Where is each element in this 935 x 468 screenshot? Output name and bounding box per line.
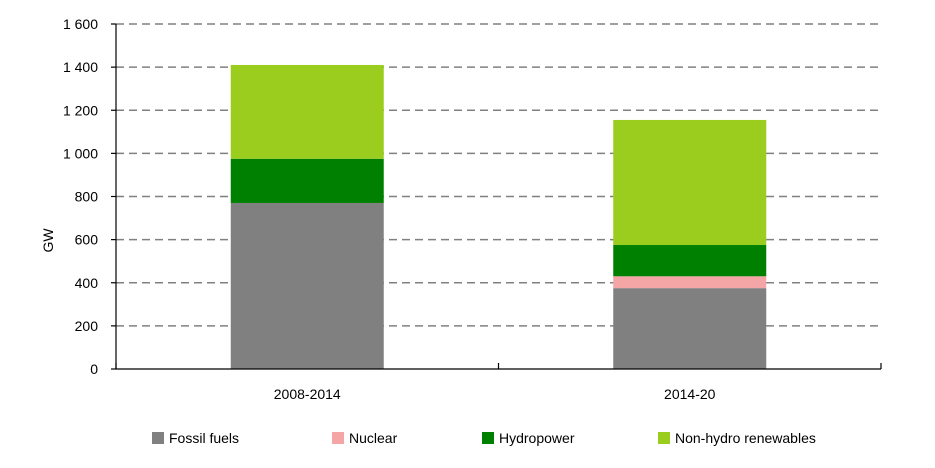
y-tick-label: 1 000 — [63, 145, 98, 161]
y-tick-label: 1 200 — [63, 102, 98, 118]
legend-label: Non-hydro renewables — [675, 430, 816, 446]
legend-swatch — [332, 432, 344, 444]
x-tick-label: 2014-20 — [664, 386, 716, 402]
bar-segment — [230, 158, 384, 203]
legend-swatch — [152, 432, 164, 444]
y-tick-label: 200 — [75, 318, 99, 334]
legend: Fossil fuels Nuclear Hydropower Non-hydro r… — [152, 430, 816, 446]
bar-segment — [613, 119, 767, 246]
legend-label: Nuclear — [349, 430, 398, 446]
bar-segment — [230, 202, 384, 369]
labels: 2008-2014 2014-20 0 200 400 600 800 1 000 1 200 1… — [40, 16, 716, 402]
axes — [111, 23, 882, 370]
y-axis-title: GW — [40, 228, 56, 253]
x-tick-label: 2008-2014 — [274, 386, 341, 402]
y-tick-label: 1 600 — [63, 16, 98, 32]
y-tick-label: 400 — [75, 275, 99, 291]
legend-label: Fossil fuels — [169, 430, 239, 446]
bar-segment — [613, 276, 767, 289]
y-tick-label: 800 — [75, 189, 99, 205]
legend-swatch — [482, 432, 494, 444]
bar-segment — [230, 64, 384, 159]
legend-swatch — [658, 432, 670, 444]
y-tick-label: 600 — [75, 232, 99, 248]
bars — [230, 64, 767, 369]
y-tick-label: 1 400 — [63, 59, 98, 75]
bar-segment — [613, 245, 767, 277]
legend-label: Hydropower — [499, 430, 575, 446]
bar-segment — [613, 288, 767, 369]
y-tick-label: 0 — [90, 361, 98, 377]
